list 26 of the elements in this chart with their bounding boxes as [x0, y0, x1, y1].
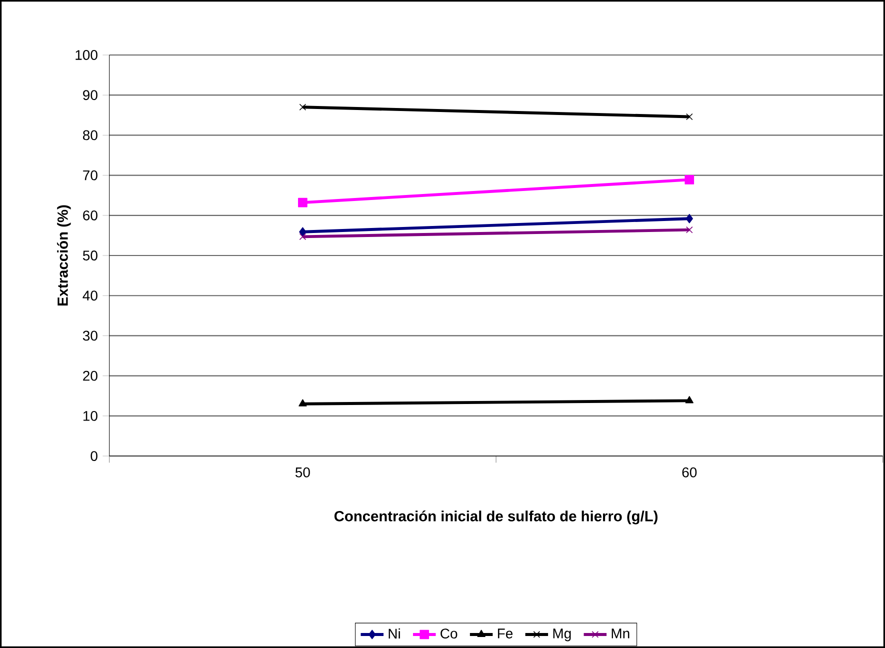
y-tick-label: 20 [83, 370, 98, 381]
legend-label: Ni [388, 628, 400, 639]
point [299, 227, 306, 236]
point [684, 175, 694, 184]
point [686, 226, 693, 234]
y-tick-label: 100 [76, 50, 98, 60]
y-tick-label: 60 [83, 210, 98, 220]
point [686, 214, 693, 224]
y-tick-label: 0 [90, 451, 98, 461]
y-tick-label: 10 [83, 410, 98, 421]
point [299, 104, 306, 111]
y-tick-label: 70 [83, 170, 98, 180]
point [686, 113, 693, 120]
point [299, 233, 306, 240]
point [298, 198, 308, 208]
y-axis-title: Extracción (%) [56, 205, 71, 306]
y-tick-label: 40 [82, 290, 98, 301]
legend-label: Mg [553, 628, 571, 642]
y-tick-label: 90 [83, 90, 98, 100]
legend-label: Fe [498, 628, 513, 638]
y-tick-label: 50 [82, 250, 98, 260]
y-tick-label: 80 [83, 130, 98, 140]
y-tick-label: 30 [82, 330, 98, 341]
legend-label: Mn [612, 628, 630, 638]
x-axis-title: Concentración inicial de sulfato de hierro (g/L) [334, 510, 658, 524]
legend-label: Co [440, 628, 458, 638]
